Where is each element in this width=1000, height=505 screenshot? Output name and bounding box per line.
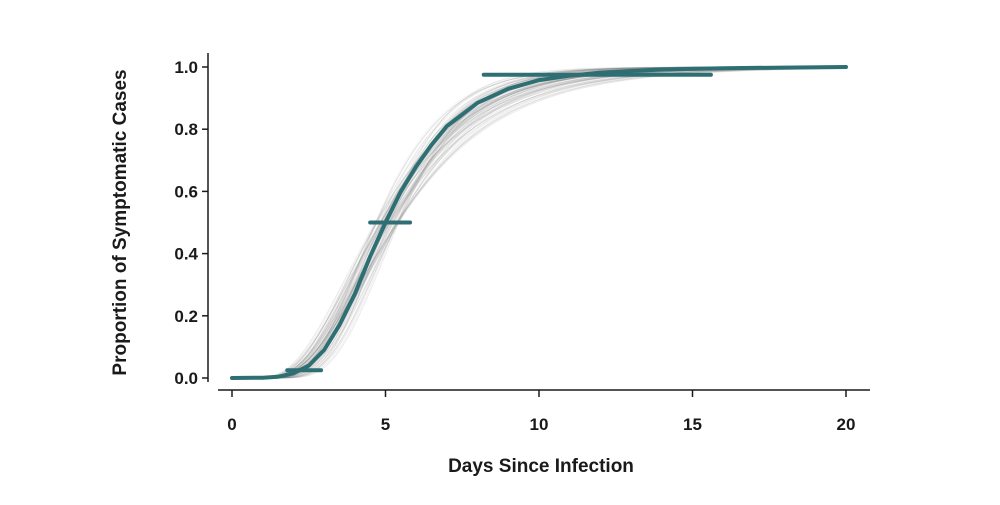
x-tick-label: 0 [227,415,236,434]
ensemble-curve [232,67,846,379]
x-tick-label: 20 [837,415,856,434]
ticks: 0.0 0.2 0.4 0.6 0.8 1.0 0 5 10 15 20 [174,58,855,434]
x-tick-label: 15 [683,415,702,434]
ensemble-curve [232,67,846,379]
ensemble-curves [232,66,847,379]
x-tick-label: 5 [381,415,390,434]
ensemble-curve [232,67,846,379]
interval-bars [285,72,713,373]
main-series [230,65,848,380]
x-tick-label: 10 [530,415,549,434]
median-cdf-line [230,65,848,380]
y-tick-label: 0.2 [174,307,198,326]
y-axis-title: Proportion of Symptomatic Cases [110,69,131,375]
y-tick-label: 0.4 [174,245,198,264]
ensemble-curve [232,67,847,379]
y-tick-label: 0.8 [174,120,198,139]
x-axis-title: Days Since Infection [448,456,634,477]
axes [207,53,870,391]
y-tick-label: 0.0 [174,369,198,388]
ensemble-curve [232,67,847,379]
ensemble-curve [232,66,846,379]
y-tick-label: 0.6 [174,182,198,201]
y-tick-label: 1.0 [174,58,198,77]
